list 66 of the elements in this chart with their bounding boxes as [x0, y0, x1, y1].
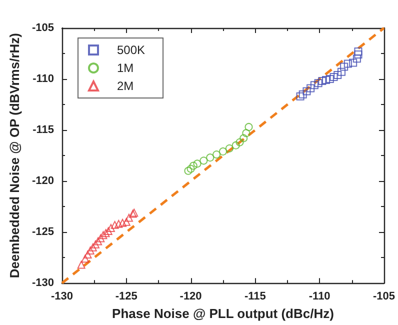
- point: [352, 54, 361, 63]
- point: [99, 231, 108, 240]
- y-tick-label: -120: [32, 175, 54, 188]
- point: [354, 47, 362, 56]
- point: [118, 218, 127, 227]
- x-axis-title: Phase Noise @ PLL output (dBc/Hz): [112, 306, 334, 321]
- y-tick-label: -115: [32, 124, 54, 136]
- point: [314, 79, 322, 88]
- point: [232, 141, 240, 150]
- x-tick-label: -130: [50, 290, 74, 303]
- x-tick-label: -105: [372, 290, 396, 303]
- point: [340, 62, 348, 71]
- point: [110, 220, 119, 229]
- point: [81, 254, 90, 263]
- point: [212, 150, 221, 159]
- point: [302, 87, 311, 96]
- point: [242, 129, 250, 138]
- point: [96, 234, 105, 242]
- point: [337, 68, 346, 76]
- legend-label: 1M: [117, 61, 134, 75]
- point: [310, 81, 318, 90]
- point: [326, 75, 334, 84]
- point: [84, 250, 92, 259]
- point: [184, 166, 192, 175]
- x-tick-label: -115: [244, 290, 266, 303]
- point: [189, 162, 198, 170]
- point: [240, 134, 248, 142]
- point: [124, 214, 133, 222]
- point: [334, 70, 342, 79]
- legend-label: 2M: [117, 79, 134, 93]
- point: [88, 243, 97, 252]
- point: [94, 237, 102, 246]
- point: [102, 229, 110, 238]
- y-tick-label: -130: [32, 277, 54, 290]
- y-tick-label: -125: [32, 226, 54, 238]
- point: [225, 144, 234, 152]
- point: [354, 50, 362, 59]
- point: [349, 58, 358, 67]
- point: [122, 218, 130, 226]
- point: [193, 160, 202, 168]
- point: [322, 76, 330, 84]
- point: [296, 92, 304, 100]
- point: [186, 164, 195, 173]
- point: [86, 246, 94, 254]
- x-tick-label: -125: [115, 290, 138, 303]
- y-axis-title: Deembedded Noise @ OP (dBVrms/rHz): [7, 33, 22, 278]
- x-tick-label: -110: [308, 290, 330, 303]
- point: [330, 72, 338, 81]
- y-tick-label: -105: [32, 22, 54, 34]
- point: [236, 138, 244, 146]
- y-tick-label: -110: [32, 73, 54, 86]
- point: [344, 60, 352, 68]
- point: [91, 240, 100, 248]
- point: [206, 154, 214, 162]
- point: [306, 84, 315, 92]
- point: [298, 90, 307, 98]
- point: [219, 147, 227, 156]
- point: [77, 260, 86, 269]
- point: [106, 224, 115, 232]
- point: [114, 220, 123, 228]
- point: [104, 227, 112, 236]
- point: [318, 77, 326, 86]
- legend-label: 500K: [117, 43, 146, 57]
- point: [200, 156, 208, 165]
- x-tick-label: -120: [180, 290, 202, 303]
- point: [244, 122, 253, 131]
